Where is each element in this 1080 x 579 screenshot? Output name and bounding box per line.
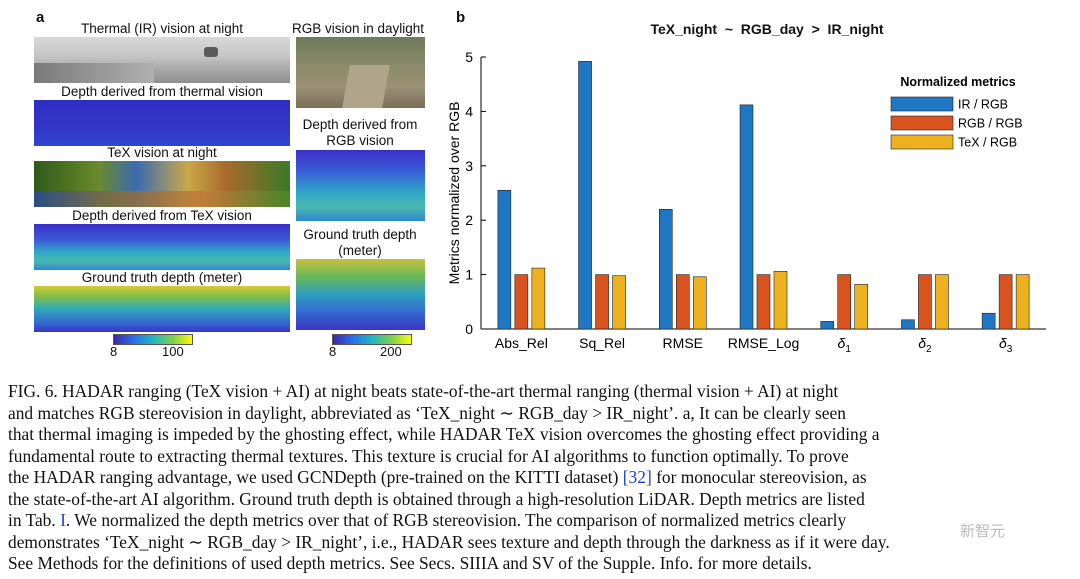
caption-line-8: demonstrates ‘TeX_night ∼ RGB_day > IR_n… — [8, 531, 890, 552]
y-axis-label: Metrics normalized over RGB — [446, 102, 462, 285]
tex-vision-image — [34, 161, 290, 207]
ground-truth-left-image — [34, 286, 290, 332]
label-tex-vision: TeX vision at night — [107, 145, 217, 160]
depth-thermal-image — [34, 100, 290, 146]
caption-line-5a: the HADAR ranging advantage, we used GCN… — [8, 467, 623, 487]
bar-tex-1 — [612, 275, 626, 330]
bar-rgb-0 — [514, 274, 529, 330]
x-tick-label: Sq_Rel — [579, 335, 625, 351]
ground-truth-right-image — [296, 259, 425, 330]
figure-caption: FIG. 6. HADAR ranging (TeX vision + AI) … — [8, 381, 1074, 575]
depth-tex-image — [34, 224, 290, 270]
bar-ir-2 — [658, 209, 673, 330]
panel-a-letter: a — [36, 9, 45, 26]
x-tick-label: RMSE_Log — [728, 335, 800, 351]
caption-line-7b: . We normalized the depth metrics over t… — [65, 510, 847, 530]
legend-title: Normalized metrics — [900, 75, 1015, 89]
y-tick-label: 2 — [465, 212, 473, 228]
bar-ir-6 — [981, 312, 996, 330]
bar-ir-1 — [578, 61, 592, 330]
y-tick-label: 4 — [465, 103, 473, 119]
legend-swatch — [890, 134, 954, 150]
citation-32-link[interactable]: [32] — [622, 467, 652, 487]
label-ground-truth-left: Ground truth depth (meter) — [81, 270, 243, 285]
thermal-ir-image — [34, 37, 290, 83]
legend-label: IR / RGB — [958, 98, 1008, 112]
legend-label: RGB / RGB — [958, 117, 1023, 131]
colorbar-right-max: 200 — [380, 344, 402, 359]
bar-rgb-2 — [675, 274, 690, 330]
caption-line-6: the state-of-the-art AI algorithm. Groun… — [8, 488, 865, 509]
bar-tex-0 — [531, 267, 546, 330]
colorbar-left-max: 100 — [162, 344, 184, 359]
x-tick-label: Abs_Rel — [495, 335, 548, 351]
legend-swatch — [890, 115, 954, 131]
label-rgb-vision: RGB vision in daylight — [291, 21, 425, 36]
caption-line-7a: in Tab. — [8, 510, 61, 530]
caption-line-5: the HADAR ranging advantage, we used GCN… — [8, 467, 1074, 489]
legend-swatch — [890, 96, 954, 112]
y-tick-label: 5 — [465, 49, 473, 65]
colorbar-left-min: 8 — [110, 344, 118, 359]
caption-line-9: See Methods for the definitions of used … — [8, 553, 812, 573]
colorbar-left — [113, 334, 193, 345]
bar-tex-4 — [854, 284, 869, 330]
caption-line-2: and matches RGB stereovision in daylight… — [8, 402, 846, 423]
bar-rgb-5 — [918, 274, 932, 330]
caption-line-7: in Tab. I. We normalized the depth metri… — [8, 510, 1074, 532]
caption-line-1: FIG. 6. HADAR ranging (TeX vision + AI) … — [8, 381, 839, 401]
x-tick-label: δ1 — [838, 335, 852, 355]
bar-rgb-6 — [998, 274, 1013, 330]
caption-line-3: that thermal imaging is impeded by the g… — [8, 424, 880, 444]
x-tick-label: RMSE — [663, 335, 703, 351]
x-tick-label: δ2 — [918, 335, 932, 355]
bar-rgb-3 — [756, 274, 771, 330]
bar-tex-5 — [935, 274, 949, 330]
bar-tex-6 — [1015, 274, 1030, 330]
y-tick-label: 0 — [465, 321, 473, 337]
table-1-link[interactable]: I — [60, 510, 66, 530]
bar-ir-3 — [739, 104, 754, 330]
bar-tex-3 — [773, 271, 788, 330]
bar-rgb-4 — [837, 274, 852, 330]
label-depth-tex: Depth derived from TeX vision — [72, 208, 252, 223]
x-tick-label: δ3 — [999, 335, 1013, 355]
label-depth-rgb-line1: Depth derived from — [302, 117, 418, 132]
bar-tex-2 — [692, 276, 707, 330]
watermark-text: 新智元 — [960, 522, 1006, 540]
y-tick-label: 1 — [465, 267, 473, 283]
caption-line-5b: for monocular stereovision, as — [651, 467, 867, 487]
label-depth-rgb-line2: RGB vision — [326, 133, 394, 148]
rgb-vision-image — [296, 37, 425, 108]
bar-ir-5 — [901, 319, 915, 330]
bar-chart: 0 1 2 3 4 5 Metrics normalized over RGB Abs_Rel… — [446, 49, 1046, 355]
panel-b-letter: b — [456, 9, 466, 26]
y-tick-label: 3 — [465, 158, 473, 174]
colorbar-right-min: 8 — [329, 344, 337, 359]
bar-ir-0 — [497, 189, 512, 330]
chart-title: TeX_night ~ RGB_day > IR_night — [650, 21, 884, 37]
bar-ir-4 — [820, 321, 835, 330]
label-thermal-vision: Thermal (IR) vision at night — [80, 21, 244, 36]
label-ground-truth-right-line2: (meter) — [338, 243, 382, 258]
label-ground-truth-right-line1: Ground truth depth — [303, 227, 417, 242]
legend-label: TeX / RGB — [958, 136, 1017, 150]
depth-rgb-image — [296, 150, 425, 221]
bar-rgb-1 — [595, 274, 609, 330]
colorbar-right — [332, 334, 412, 345]
label-depth-thermal: Depth derived from thermal vision — [61, 84, 263, 99]
caption-line-4: fundamental route to extracting thermal … — [8, 445, 849, 466]
